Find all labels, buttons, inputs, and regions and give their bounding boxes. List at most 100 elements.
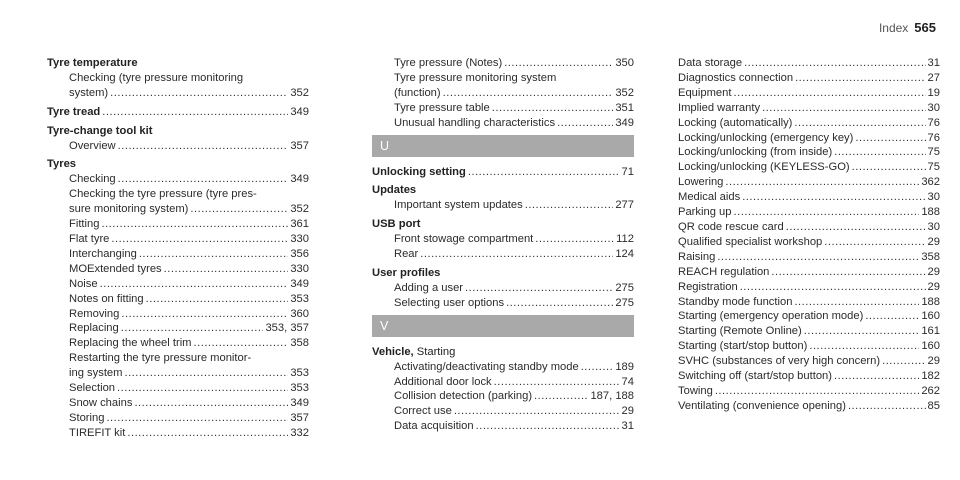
dot-leader	[146, 292, 289, 307]
index-subentry: Correct use 29	[372, 404, 634, 419]
entry-text: Rear	[394, 248, 419, 261]
entry-text: Locking/unlocking (KEYLESS-GO)	[678, 161, 850, 174]
index-subentry: REACH regulation 29	[678, 265, 940, 280]
index-entry-heading: Tyres	[47, 157, 309, 172]
entry-text: Tyres	[47, 158, 77, 171]
entry-page-ref: 358	[290, 337, 309, 350]
dot-leader	[106, 411, 288, 426]
entry-text: Snow chains	[69, 396, 133, 409]
entry-text: Unusual handling characteristics	[394, 116, 556, 129]
index-subentry: Important system updates 277	[372, 198, 634, 213]
entry-page-ref: 19	[927, 86, 940, 99]
entry-page-ref: 360	[290, 307, 309, 320]
index-subentry: Starting (Remote Online) 161	[678, 324, 940, 339]
dot-leader	[124, 366, 288, 381]
entry-text: Fitting	[69, 218, 100, 231]
entry-page-ref: 356	[290, 247, 309, 260]
entry-page-ref: 188	[921, 295, 940, 308]
index-subentry: Locking/unlocking (from inside) 75	[678, 145, 940, 160]
index-column-1: Tyre temperature Checking (tyre pressure …	[47, 56, 309, 441]
dot-leader	[848, 399, 926, 414]
index-subentry: Activating/deactivating standby mode 189	[372, 360, 634, 375]
entry-page-ref: 160	[921, 340, 940, 353]
entry-page-ref: 361	[290, 218, 309, 231]
index-subentry: Selection 353	[47, 381, 309, 396]
entry-page-ref: 27	[927, 71, 940, 84]
index-letter-heading: U	[372, 134, 634, 157]
entry-text: Collision detection (parking)	[394, 390, 533, 403]
dot-leader	[852, 160, 926, 175]
dot-leader	[454, 404, 620, 419]
entry-text: Additional door lock	[394, 375, 492, 388]
dot-leader	[824, 235, 925, 250]
dot-leader	[855, 131, 925, 146]
entry-page-ref: 349	[615, 116, 634, 129]
dot-leader	[506, 296, 613, 311]
index-subentry: Unusual handling characteristics 349	[372, 116, 634, 131]
page-header: Index 565	[879, 20, 936, 35]
dot-leader	[492, 101, 614, 116]
dot-leader	[786, 220, 926, 235]
entry-text: Starting (emergency operation mode)	[678, 310, 864, 323]
entry-text: SVHC (substances of very high concern)	[678, 355, 881, 368]
entry-text: Equipment	[678, 86, 732, 99]
entry-page-ref: 30	[927, 220, 940, 233]
index-subentry: Raising 358	[678, 250, 940, 265]
dot-leader	[734, 205, 920, 220]
dot-leader	[190, 202, 288, 217]
index-subentry: Standby mode function 188	[678, 295, 940, 310]
entry-page-ref: 330	[290, 262, 309, 275]
entry-text: Locking (automatically)	[678, 116, 793, 129]
index-subentry: Medical aids 30	[678, 190, 940, 205]
index-subentry: system) 352	[47, 86, 309, 101]
index-entry-heading: Updates	[372, 183, 634, 198]
dot-leader	[476, 419, 620, 434]
entry-page-ref: 182	[921, 370, 940, 383]
entry-page-ref: 352	[290, 86, 309, 99]
entry-text: Starting (Remote Online)	[678, 325, 802, 338]
dot-leader	[882, 354, 925, 369]
index-subentry: Checking 349	[47, 172, 309, 187]
entry-page-ref: 74	[621, 375, 634, 388]
entry-text: REACH regulation	[678, 265, 770, 278]
entry-text: Replacing the wheel trim	[69, 337, 192, 350]
dot-leader	[525, 198, 614, 213]
entry-page-ref: 357	[290, 411, 309, 424]
entry-page-ref: 187, 188	[590, 390, 634, 403]
entry-page-ref: 349	[290, 396, 309, 409]
index-subentry: Selecting user options 275	[372, 296, 634, 311]
dot-leader	[795, 71, 925, 86]
dot-leader	[139, 247, 289, 262]
index-subentry: Collision detection (parking) 187, 188	[372, 389, 634, 404]
dot-leader	[534, 389, 588, 404]
entry-page-ref: 29	[927, 355, 940, 368]
entry-rest-text: Starting	[413, 345, 456, 358]
entry-page-ref: 71	[621, 165, 634, 178]
entry-text: Selection	[69, 382, 116, 395]
entry-text: Starting (start/stop button)	[678, 340, 808, 353]
entry-text: Vehicle, Starting	[372, 345, 455, 360]
entry-page-ref: 353	[290, 382, 309, 395]
entry-text: Removing	[69, 307, 120, 320]
entry-text: Tyre pressure table	[394, 101, 490, 114]
index-column-2: Tyre pressure (Notes) 350 Tyre pressure mo…	[372, 56, 634, 434]
dot-leader	[121, 307, 288, 322]
entry-page-ref: 330	[290, 232, 309, 245]
index-subentry: Diagnostics connection 27	[678, 71, 940, 86]
entry-text: Restarting the tyre pressure monitor-	[69, 352, 252, 365]
dot-leader	[443, 86, 614, 101]
index-subentry: Removing 360	[47, 307, 309, 322]
entry-text: Tyre pressure (Notes)	[394, 57, 503, 69]
entry-text: Storing	[69, 411, 105, 424]
entry-text: USB port	[372, 218, 421, 231]
entry-page-ref: 275	[615, 281, 634, 294]
entry-text: Locking/unlocking (from inside)	[678, 146, 833, 159]
dot-leader	[121, 321, 264, 336]
index-subentry: Switching off (start/stop button) 182	[678, 369, 940, 384]
entry-text: Locking/unlocking (emergency key)	[678, 131, 854, 144]
dot-leader	[101, 217, 288, 232]
index-subentry: Storing 357	[47, 411, 309, 426]
entry-text: Unlocking setting	[372, 165, 466, 178]
entry-page-ref: 29	[927, 265, 940, 278]
dot-leader	[494, 375, 620, 390]
